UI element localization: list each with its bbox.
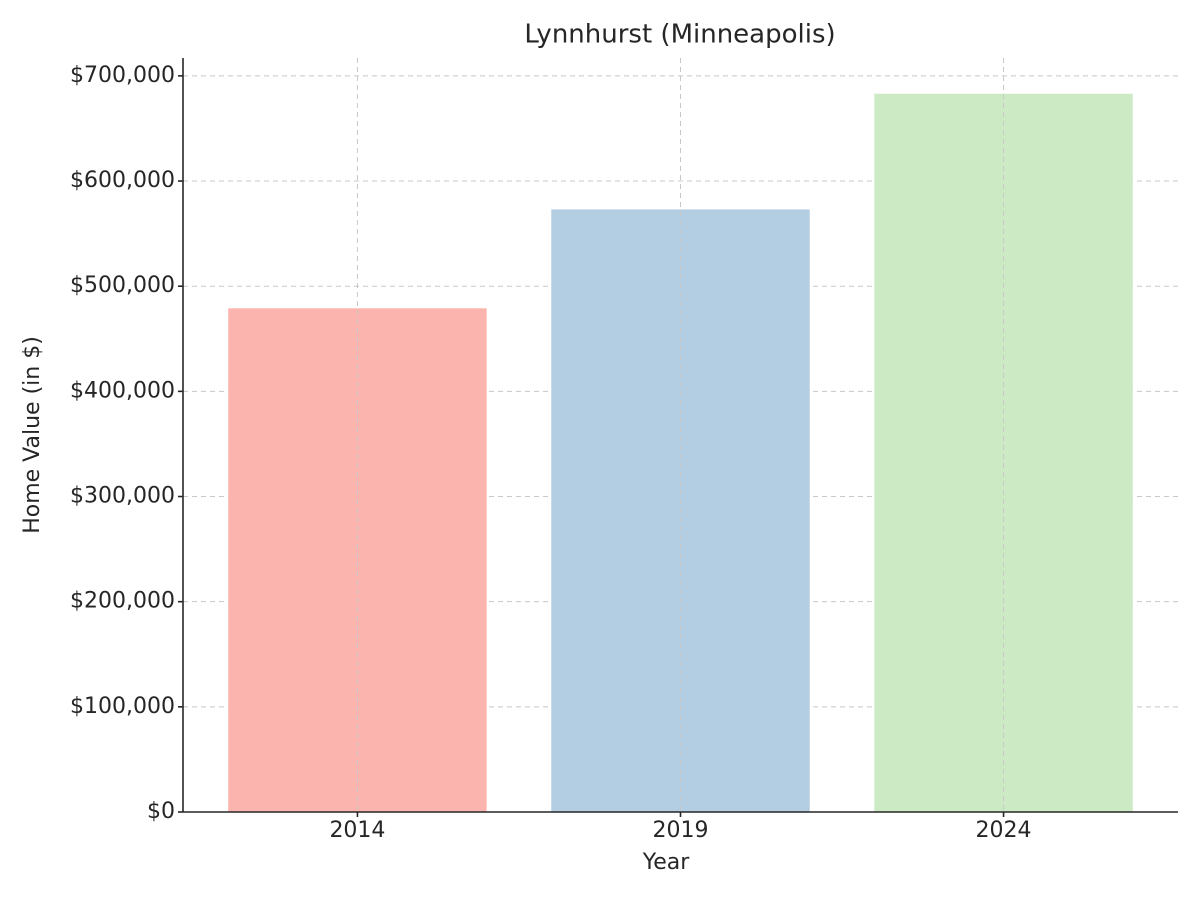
y-axis-label: Home Value (in $) <box>20 336 45 534</box>
y-tick-label: $400,000 <box>70 378 175 403</box>
x-axis-label: Year <box>642 850 691 875</box>
y-tick-label: $600,000 <box>70 168 175 193</box>
y-tick-label: $100,000 <box>70 694 175 719</box>
chart-title: Lynnhurst (Minneapolis) <box>524 20 835 50</box>
y-tick-label: $500,000 <box>70 273 175 298</box>
y-tick-label: $0 <box>147 799 175 824</box>
bar <box>874 93 1133 813</box>
x-tick-label: 2014 <box>329 818 385 843</box>
x-tick-label: 2019 <box>653 818 709 843</box>
y-tick-label: $300,000 <box>70 484 175 509</box>
x-tick-label: 2024 <box>976 818 1032 843</box>
y-tick-label: $700,000 <box>70 63 175 88</box>
y-tick-label: $200,000 <box>70 589 175 614</box>
